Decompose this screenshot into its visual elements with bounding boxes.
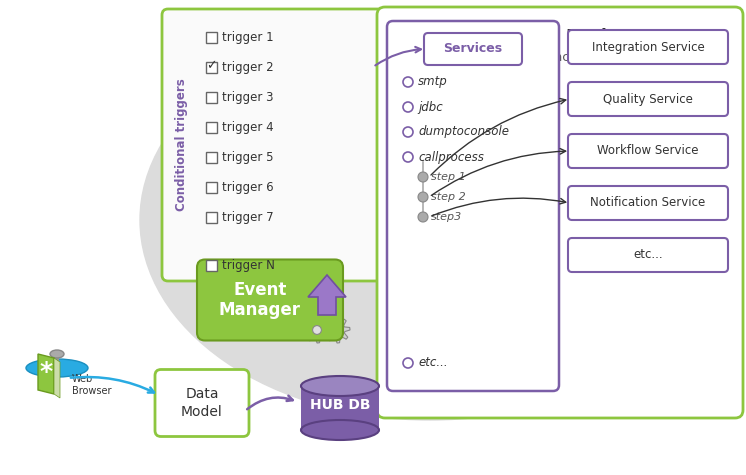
Text: step3: step3 (431, 212, 463, 222)
Text: Event
Manager: Event Manager (219, 281, 301, 319)
Text: Quality Service: Quality Service (603, 93, 693, 105)
Text: Data
Model: Data Model (181, 387, 223, 418)
Polygon shape (304, 317, 330, 343)
Text: Conditional triggers: Conditional triggers (175, 79, 189, 211)
Text: trigger 7: trigger 7 (222, 210, 274, 224)
Bar (206, 259, 217, 270)
Circle shape (333, 325, 342, 334)
Text: trigger 6: trigger 6 (222, 180, 274, 193)
Ellipse shape (301, 420, 379, 440)
Polygon shape (308, 275, 346, 315)
Circle shape (403, 102, 413, 112)
Text: trigger 5: trigger 5 (222, 151, 274, 163)
Circle shape (418, 212, 428, 222)
Text: etc...: etc... (633, 248, 662, 262)
Text: Workflow Service: Workflow Service (598, 144, 699, 158)
FancyBboxPatch shape (568, 30, 728, 64)
Bar (206, 92, 217, 103)
Bar (301, 386, 379, 430)
Text: trigger 1: trigger 1 (222, 30, 274, 44)
Text: ✓: ✓ (206, 59, 217, 73)
Text: Notification Service: Notification Service (590, 197, 706, 209)
Circle shape (403, 127, 413, 137)
Text: trigger 4: trigger 4 (222, 121, 274, 133)
FancyBboxPatch shape (568, 82, 728, 116)
Text: Integration Service: Integration Service (592, 40, 704, 54)
Ellipse shape (140, 20, 720, 420)
Text: Web
Browser: Web Browser (72, 374, 111, 396)
Circle shape (418, 172, 428, 182)
Text: trigger N: trigger N (222, 258, 275, 272)
FancyBboxPatch shape (568, 238, 728, 272)
FancyBboxPatch shape (424, 33, 522, 65)
FancyBboxPatch shape (197, 259, 343, 341)
Text: dumptoconsole: dumptoconsole (418, 125, 509, 139)
FancyBboxPatch shape (301, 384, 379, 430)
Ellipse shape (26, 359, 88, 377)
Text: HUB DB: HUB DB (310, 398, 370, 412)
FancyBboxPatch shape (568, 134, 728, 168)
Bar (206, 122, 217, 133)
FancyBboxPatch shape (387, 21, 559, 391)
Bar (206, 211, 217, 222)
Polygon shape (324, 317, 350, 343)
Circle shape (403, 152, 413, 162)
FancyBboxPatch shape (568, 186, 728, 220)
FancyBboxPatch shape (377, 7, 743, 418)
Text: *: * (40, 360, 52, 384)
Text: (Tomcat): (Tomcat) (533, 50, 587, 64)
Circle shape (403, 358, 413, 368)
Text: etc...: etc... (418, 357, 448, 370)
Bar (206, 31, 217, 42)
Polygon shape (38, 354, 54, 394)
Text: Service Engine: Service Engine (491, 28, 630, 46)
Ellipse shape (50, 350, 64, 358)
Bar (206, 152, 217, 162)
Text: Services: Services (443, 42, 503, 56)
Text: step 1: step 1 (431, 172, 466, 182)
Circle shape (313, 325, 322, 334)
Text: step 2: step 2 (431, 192, 466, 202)
Text: jdbc: jdbc (418, 101, 442, 114)
Polygon shape (54, 358, 60, 398)
Bar (206, 61, 217, 73)
Text: trigger 2: trigger 2 (222, 60, 274, 74)
FancyBboxPatch shape (155, 370, 249, 437)
FancyBboxPatch shape (162, 9, 384, 281)
Circle shape (418, 192, 428, 202)
Bar (301, 384, 379, 430)
Text: trigger 3: trigger 3 (222, 91, 274, 104)
Bar (206, 181, 217, 192)
Text: callprocess: callprocess (418, 151, 484, 163)
Text: smtp: smtp (418, 76, 448, 88)
Ellipse shape (301, 376, 379, 396)
Circle shape (403, 77, 413, 87)
